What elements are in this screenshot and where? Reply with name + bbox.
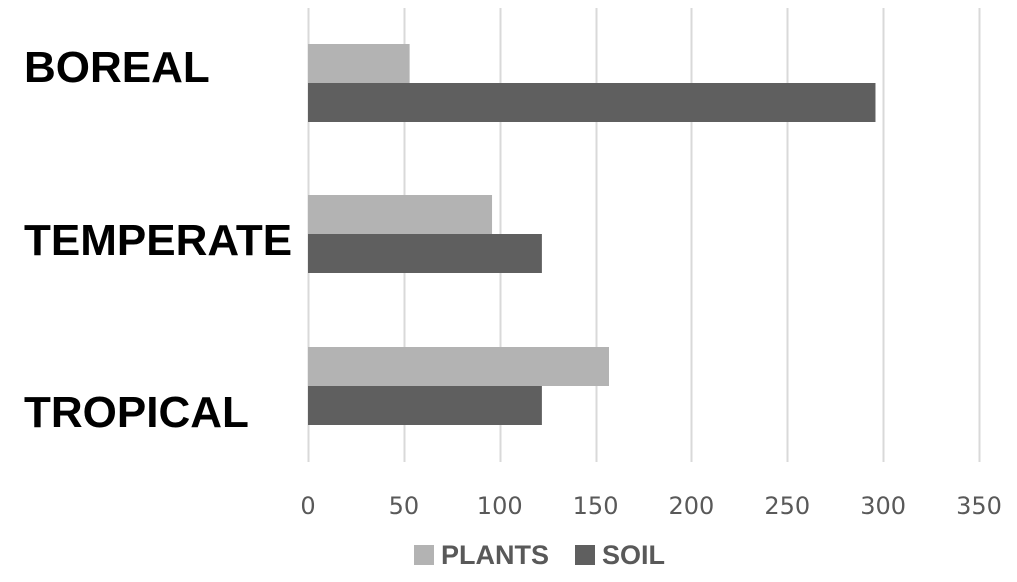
legend-label-plants: PLANTS bbox=[441, 540, 549, 570]
x-tick-label: 250 bbox=[764, 492, 810, 520]
x-tick-label: 300 bbox=[860, 492, 906, 520]
x-tick-label: 0 bbox=[300, 492, 315, 520]
x-tick-label: 150 bbox=[573, 492, 619, 520]
category-label: TROPICAL bbox=[24, 388, 249, 437]
bar-soil-tropical bbox=[308, 386, 542, 425]
legend-label-soil: SOIL bbox=[602, 540, 665, 570]
bars bbox=[308, 44, 876, 425]
bar-plants-boreal bbox=[308, 44, 410, 83]
category-label: BOREAL bbox=[24, 43, 210, 92]
category-labels: BOREAL TEMPERATE TROPICAL bbox=[24, 43, 292, 437]
x-tick-label: 350 bbox=[956, 492, 1002, 520]
legend-swatch-plants bbox=[414, 545, 434, 565]
legend-swatch-soil bbox=[575, 545, 595, 565]
x-axis-tick-labels: 0 50 100 150 200 250 300 350 bbox=[300, 492, 1002, 520]
bar-plants-temperate bbox=[308, 195, 493, 234]
legend: PLANTS SOIL bbox=[414, 540, 665, 570]
x-tick-label: 100 bbox=[477, 492, 523, 520]
x-tick-label: 50 bbox=[389, 492, 420, 520]
bar-soil-boreal bbox=[308, 83, 876, 122]
bar-soil-temperate bbox=[308, 234, 542, 273]
bar-plants-tropical bbox=[308, 347, 609, 386]
x-tick-label: 200 bbox=[669, 492, 715, 520]
category-label: TEMPERATE bbox=[24, 216, 292, 265]
